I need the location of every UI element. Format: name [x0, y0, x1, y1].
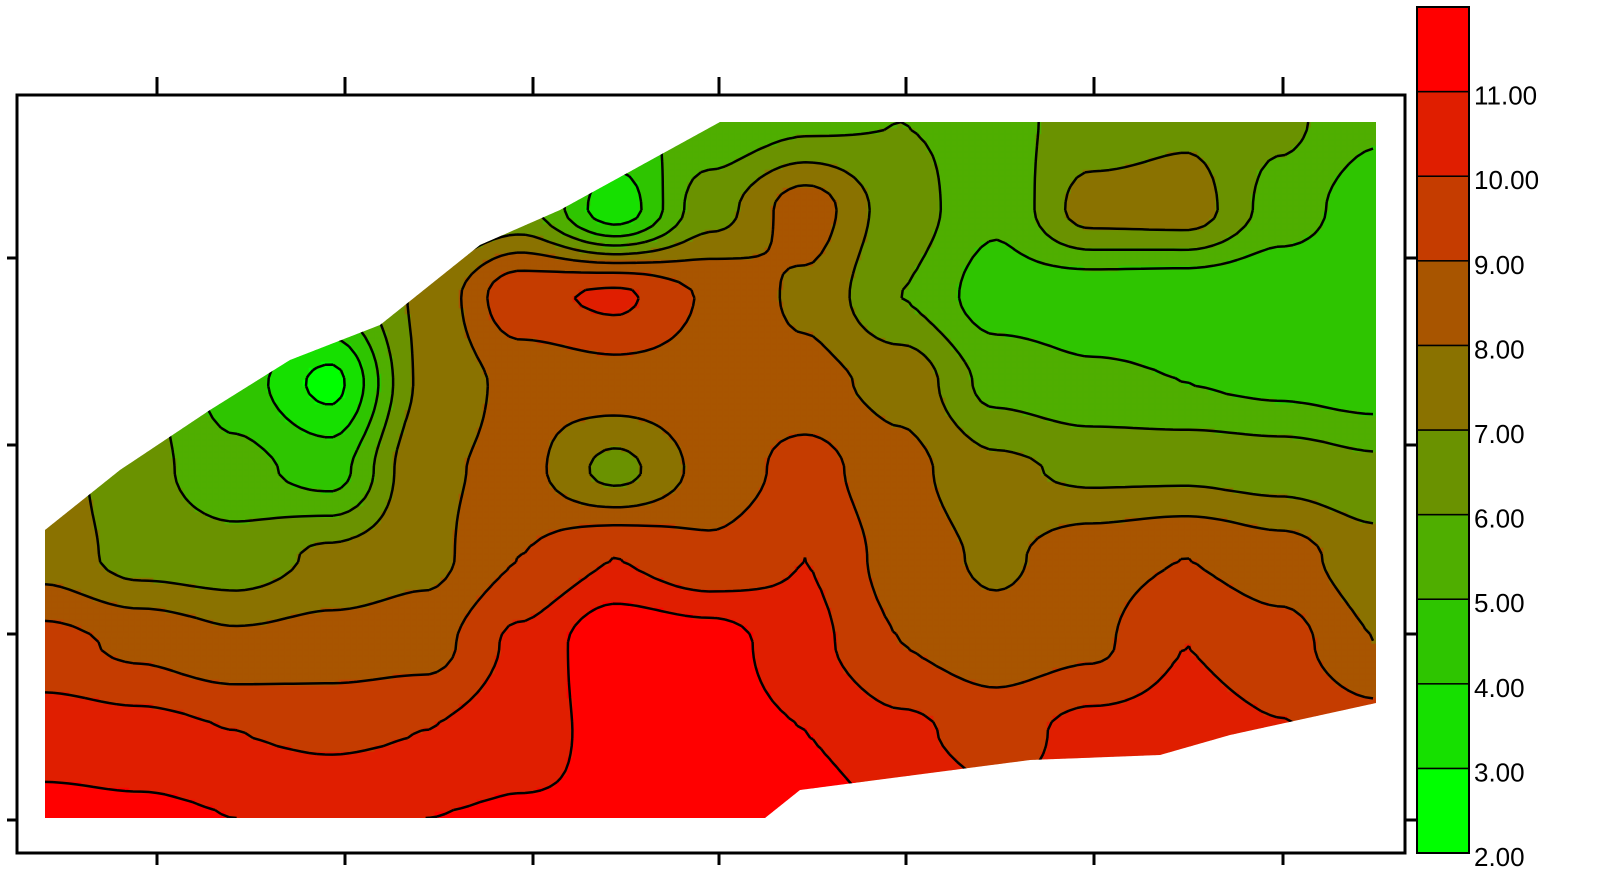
colorbar-tick-label: 5.00: [1474, 588, 1525, 618]
contour-band-5: [45, 187, 1376, 699]
colorbar-swatch-8: [1416, 90, 1470, 177]
colorbar-swatch-4: [1416, 429, 1470, 516]
colorbar-swatch-3: [1416, 513, 1470, 600]
contour-line-9: [45, 269, 1374, 700]
colorbar-tick-label: 8.00: [1474, 334, 1525, 364]
contour-band-8: [302, 361, 346, 405]
contour-fill-layer: [45, 122, 1376, 818]
colorbar-tick-label: 11.00: [1474, 81, 1537, 111]
colorbar-swatch-9: [1416, 6, 1470, 93]
contour-band-2: [200, 122, 1376, 495]
colorbar-tick-label: 2.00: [1474, 842, 1525, 872]
contour-line-10: [45, 286, 1374, 785]
colorbar-tick-label: 7.00: [1474, 419, 1525, 449]
colorbar-tick-label: 4.00: [1474, 673, 1525, 703]
axis-ticks: [7, 77, 1419, 865]
colorbar-swatch-1: [1416, 683, 1470, 770]
contour-line-3: [304, 363, 346, 406]
colorbar-tick-label: 3.00: [1474, 757, 1525, 787]
contour-band-9: [45, 601, 874, 818]
contour-line-11: [45, 602, 873, 818]
colorbar-frame: [1416, 6, 1470, 854]
contour-line-8: [45, 183, 1375, 642]
colorbar-tick-label: 9.00: [1474, 250, 1525, 280]
colorbar-swatch-5: [1416, 344, 1470, 431]
colorbar: 2.00 3.00 4.00 5.00 6.00 7.00 8.00 9.00 10.00 11.…: [1416, 6, 1539, 872]
colorbar-swatch-7: [1416, 175, 1470, 262]
colorbar-swatch-0: [1416, 767, 1470, 854]
colorbar-swatch-6: [1416, 260, 1470, 347]
colorbar-tick-label: 6.00: [1474, 504, 1525, 534]
colorbar-tick-label: 10.00: [1474, 165, 1539, 195]
colorbar-swatch-2: [1416, 598, 1470, 685]
contour-band-6: [45, 271, 1376, 783]
plot-frame: [15, 93, 1407, 855]
